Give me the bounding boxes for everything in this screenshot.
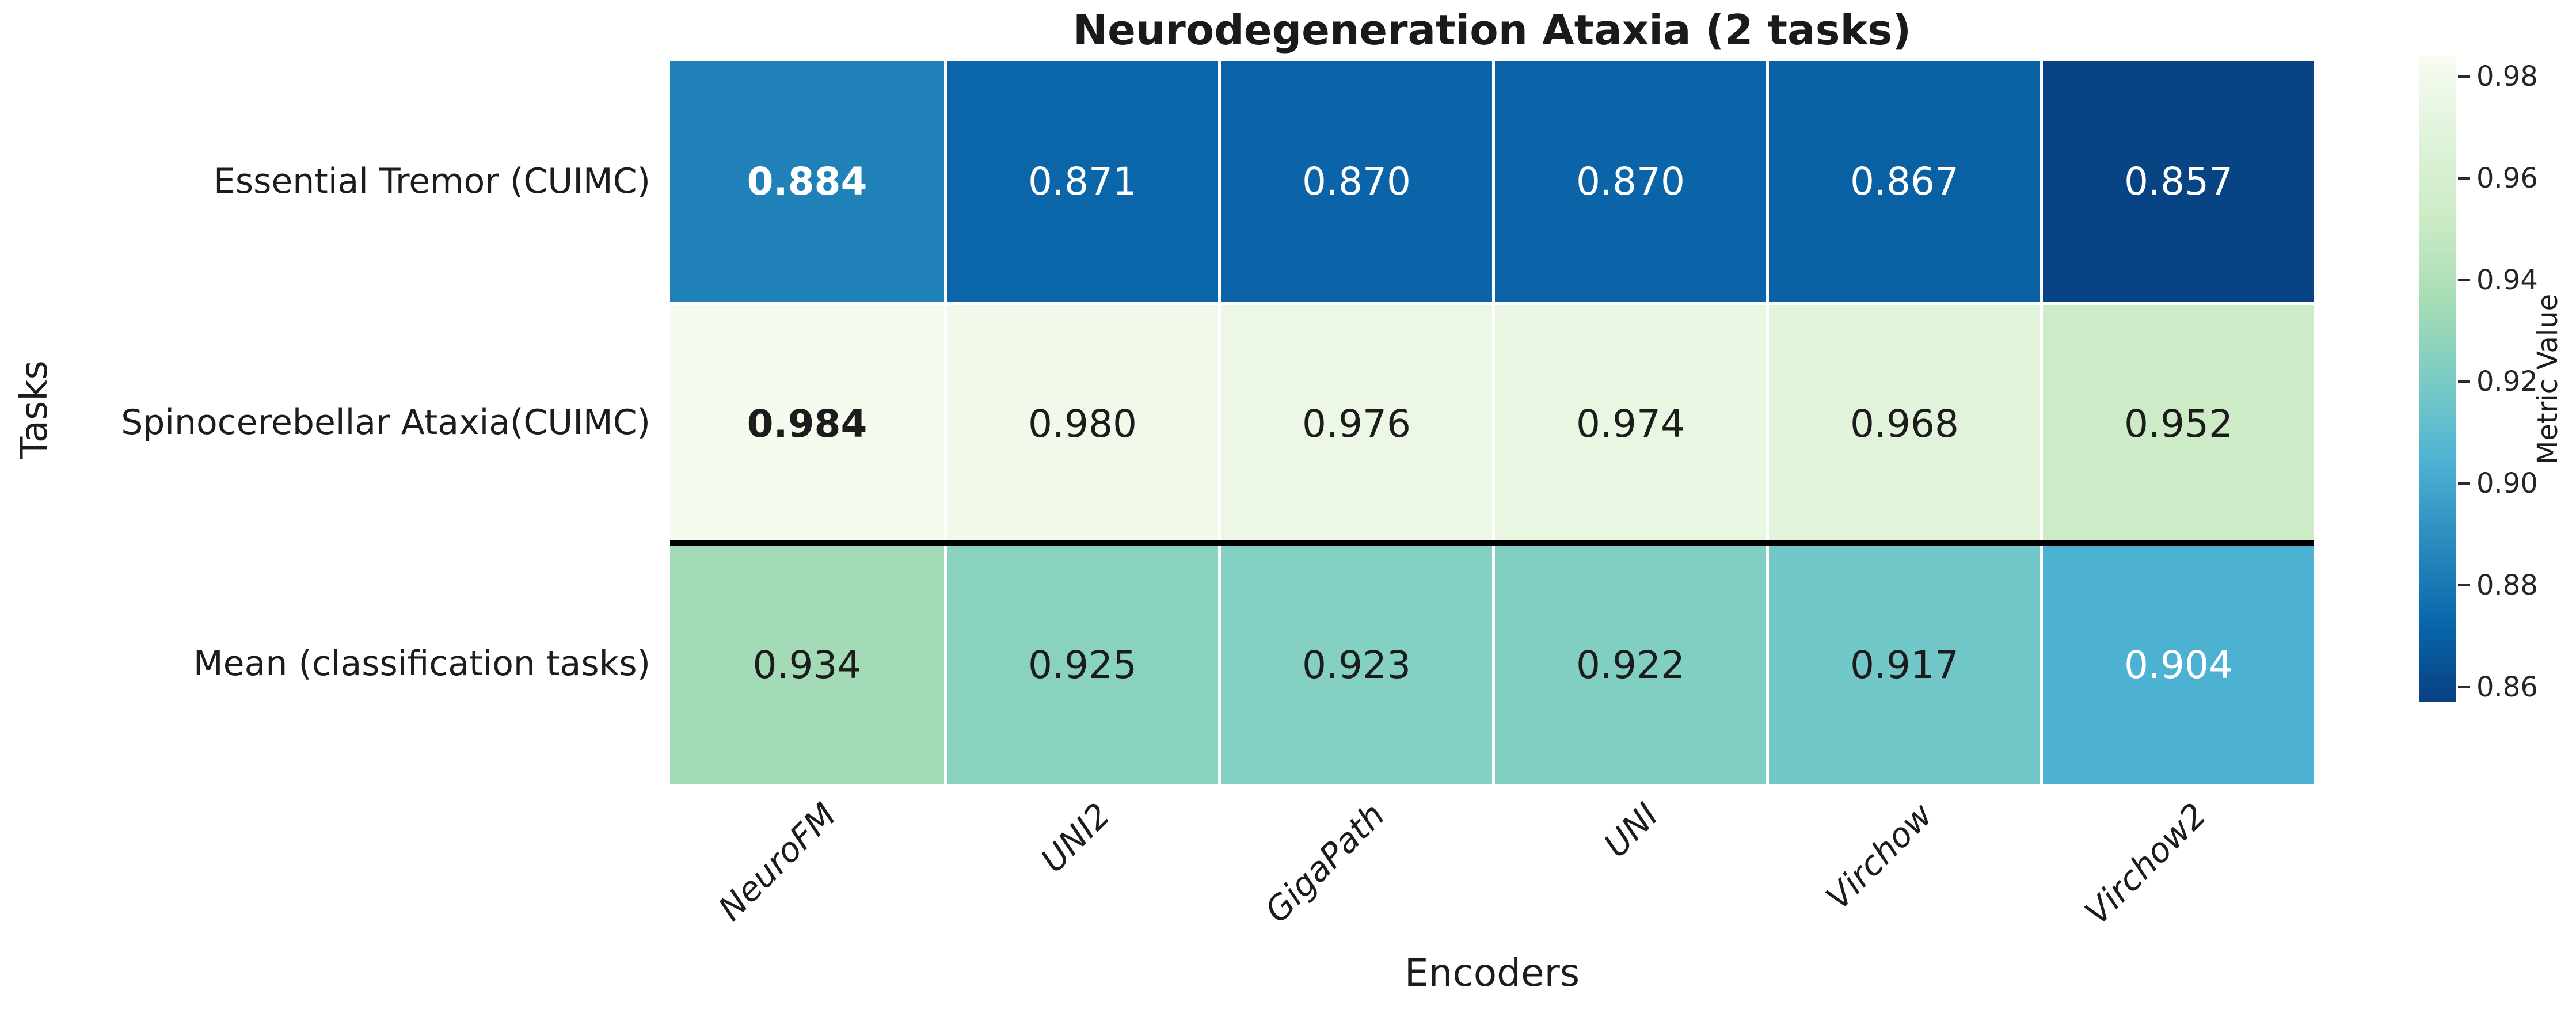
row-label: Spinocerebellar Ataxia(CUIMC) xyxy=(121,402,650,443)
row-label: Mean (classification tasks) xyxy=(193,643,650,684)
cell-value: 0.922 xyxy=(1576,642,1685,687)
heatmap-cell: 0.857 xyxy=(2040,61,2314,302)
colorbar-tick xyxy=(2458,685,2470,688)
x-tick-label: NeuroFM xyxy=(711,795,844,928)
heatmap-cell: 0.952 xyxy=(2040,302,2314,543)
y-axis-label: Tasks xyxy=(13,360,56,459)
cell-value: 0.934 xyxy=(752,642,862,687)
heatmap-cell: 0.917 xyxy=(1766,543,2040,784)
colorbar-label: Metric Value xyxy=(2532,294,2564,465)
cell-value: 0.904 xyxy=(2124,642,2233,687)
heatmap-cell: 0.922 xyxy=(1492,543,1766,784)
heatmap-grid: 0.884 0.871 0.870 0.870 0.867 0.857 0.984 0.980… xyxy=(670,61,2314,784)
cell-value: 0.884 xyxy=(747,159,867,204)
x-tick-label: Virchow2 xyxy=(2077,795,2214,932)
colorbar-tick-label: 0.92 xyxy=(2476,365,2538,398)
heatmap-cell: 0.968 xyxy=(1766,302,2040,543)
cell-value: 0.980 xyxy=(1028,401,1137,446)
x-axis-label: Encoders xyxy=(1404,951,1580,995)
cell-value: 0.923 xyxy=(1302,642,1411,687)
heatmap-cell: 0.871 xyxy=(944,61,1218,302)
colorbar-tick xyxy=(2458,380,2470,383)
heatmap-cell: 0.980 xyxy=(944,302,1218,543)
heatmap-cell: 0.884 xyxy=(670,61,944,302)
cell-value: 0.870 xyxy=(1302,159,1411,204)
heatmap-cell: 0.870 xyxy=(1218,61,1492,302)
x-tick-label: UNI xyxy=(1596,795,1666,865)
x-tick-label: UNI2 xyxy=(1033,795,1118,880)
colorbar-tick xyxy=(2458,279,2470,281)
colorbar-tick-label: 0.98 xyxy=(2476,60,2538,93)
row-separator-line xyxy=(670,540,2314,546)
colorbar-tick-label: 0.86 xyxy=(2476,670,2538,703)
cell-value: 0.870 xyxy=(1576,159,1685,204)
cell-value: 0.857 xyxy=(2124,159,2233,204)
heatmap-cell: 0.974 xyxy=(1492,302,1766,543)
cell-value: 0.984 xyxy=(747,401,867,446)
heatmap-cell: 0.925 xyxy=(944,543,1218,784)
heatmap-cell: 0.923 xyxy=(1218,543,1492,784)
cell-value: 0.867 xyxy=(1850,159,1959,204)
cell-value: 0.871 xyxy=(1028,159,1137,204)
cell-value: 0.917 xyxy=(1850,642,1959,687)
colorbar-tick-label: 0.90 xyxy=(2476,467,2538,500)
heatmap-cell: 0.870 xyxy=(1492,61,1766,302)
colorbar-tick xyxy=(2458,75,2470,78)
colorbar-tick xyxy=(2458,584,2470,586)
x-tick-label: GigaPath xyxy=(1257,795,1392,931)
cell-value: 0.976 xyxy=(1302,401,1411,446)
heatmap-cell: 0.984 xyxy=(670,302,944,543)
colorbar-tick-label: 0.88 xyxy=(2476,569,2538,601)
heatmap-cell: 0.904 xyxy=(2040,543,2314,784)
heatmap-cell: 0.867 xyxy=(1766,61,2040,302)
row-label: Essential Tremor (CUIMC) xyxy=(213,161,650,201)
chart-title: Neurodegeneration Ataxia (2 tasks) xyxy=(1072,6,1912,54)
colorbar xyxy=(2419,56,2456,702)
x-tick-label: Virchow xyxy=(1818,795,1940,917)
colorbar-tick-label: 0.94 xyxy=(2476,264,2538,296)
cell-value: 0.925 xyxy=(1028,642,1137,687)
heatmap-cell: 0.976 xyxy=(1218,302,1492,543)
colorbar-tick xyxy=(2458,482,2470,485)
heatmap-cell: 0.934 xyxy=(670,543,944,784)
colorbar-tick-label: 0.96 xyxy=(2476,162,2538,195)
cell-value: 0.974 xyxy=(1576,401,1685,446)
cell-value: 0.968 xyxy=(1850,401,1959,446)
colorbar-tick xyxy=(2458,177,2470,180)
cell-value: 0.952 xyxy=(2124,401,2233,446)
